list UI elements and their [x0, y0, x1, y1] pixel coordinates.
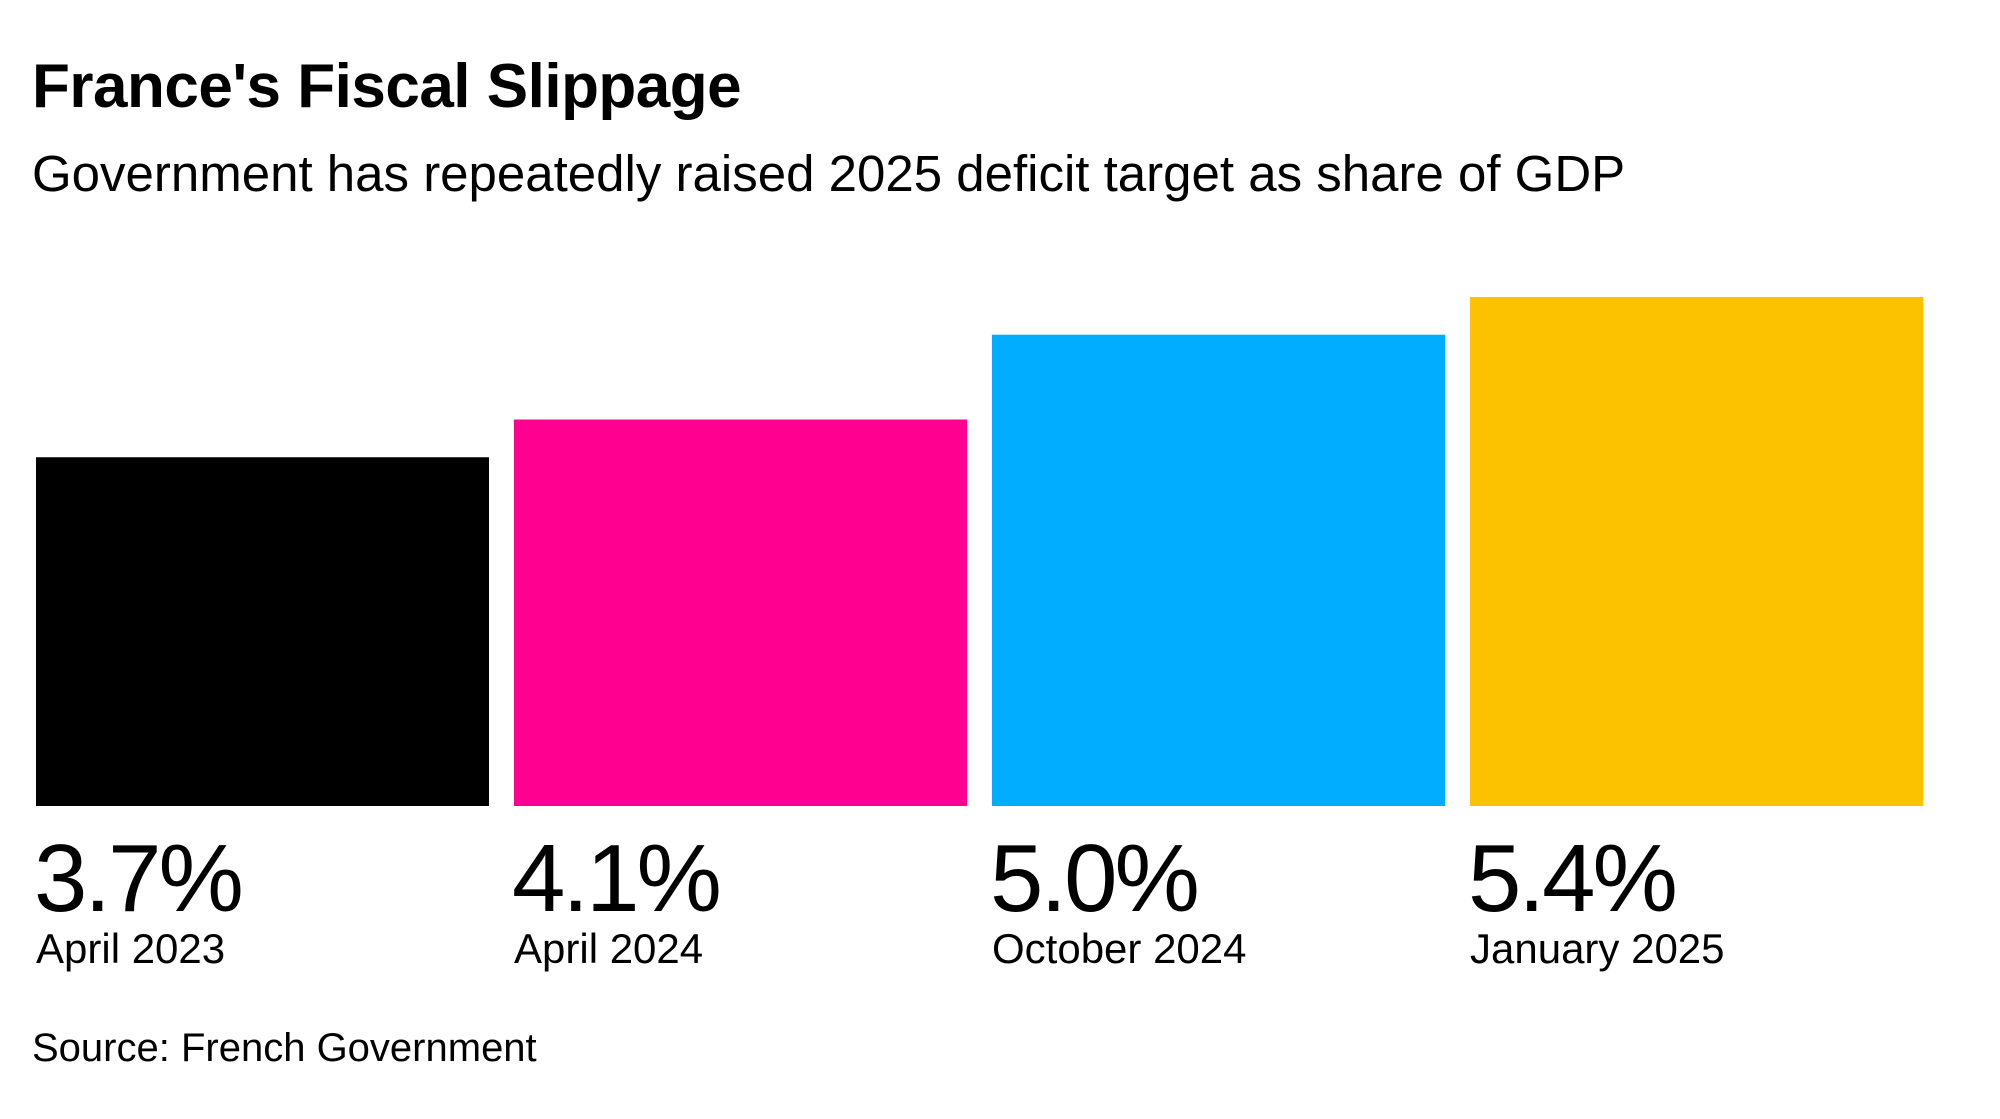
value-label: 5.0%	[990, 825, 1197, 932]
value-label: 3.7%	[34, 825, 241, 932]
chart-subtitle: Government has repeatedly raised 2025 de…	[32, 145, 1626, 202]
chart-title: France's Fiscal Slippage	[32, 52, 742, 121]
bar-january-2025	[1470, 297, 1923, 806]
category-label: April 2024	[514, 925, 703, 972]
category-label: April 2023	[36, 925, 225, 972]
value-label: 4.1%	[512, 825, 719, 932]
category-label: January 2025	[1470, 925, 1725, 972]
bar-april-2024	[514, 419, 967, 806]
category-label: October 2024	[992, 925, 1247, 972]
value-label: 5.4%	[1468, 825, 1675, 932]
bar-october-2024	[992, 334, 1445, 806]
bar-april-2023	[36, 457, 489, 806]
source-note: Source: French Government	[32, 1026, 537, 1070]
